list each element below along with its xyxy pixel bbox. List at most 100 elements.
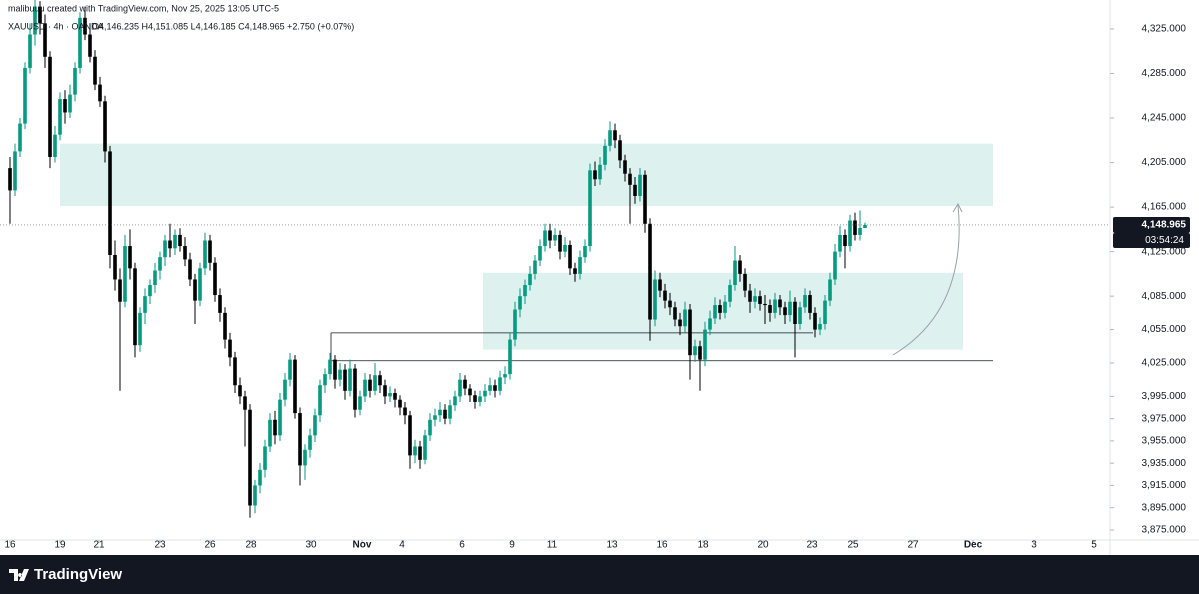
- x-tick-label: Dec: [964, 540, 983, 551]
- x-tick-label: 9: [509, 540, 515, 551]
- x-tick-label: 4: [399, 540, 405, 551]
- candle-body: [423, 435, 427, 460]
- candle-body: [533, 260, 537, 274]
- candle-body: [808, 295, 812, 313]
- candle-body: [488, 385, 492, 391]
- candle-body: [98, 84, 102, 102]
- candle-body: [213, 262, 217, 296]
- candle-body: [248, 409, 252, 506]
- candle-body: [768, 305, 772, 313]
- candle-body: [193, 279, 197, 301]
- candle-body: [593, 170, 597, 180]
- candle-body: [443, 409, 447, 419]
- candle-body: [228, 339, 232, 358]
- candle-body: [853, 220, 857, 235]
- candle-body: [698, 346, 702, 360]
- candle-body: [198, 268, 202, 301]
- candle-body: [628, 173, 632, 185]
- candle-body: [143, 296, 147, 313]
- attribution: malibuuu created with TradingView.com, N…: [8, 3, 279, 13]
- x-tick-label: 6: [459, 540, 465, 551]
- candle-body: [323, 374, 327, 386]
- y-tick-label: 3,995.000: [1142, 391, 1187, 402]
- candle-body: [428, 419, 432, 436]
- candle-body: [638, 174, 642, 196]
- candle-body: [778, 299, 782, 308]
- candle-body: [493, 385, 497, 391]
- last-price-label: 4,148.965: [1142, 220, 1187, 231]
- x-tick-label: Nov: [353, 540, 372, 551]
- candle-body: [123, 246, 127, 302]
- candle-body: [393, 393, 397, 400]
- candle-body: [18, 123, 22, 152]
- candle-body: [733, 260, 737, 286]
- candle-body: [173, 234, 177, 249]
- candle-body: [368, 379, 372, 391]
- y-tick-label: 4,025.000: [1142, 358, 1187, 369]
- x-tick-label: 19: [54, 540, 66, 551]
- candle-body: [858, 227, 862, 235]
- candle-body: [53, 134, 57, 157]
- x-tick-label: 5: [1091, 540, 1097, 551]
- y-tick-label: 3,915.000: [1142, 480, 1187, 491]
- x-tick-label: 20: [757, 540, 769, 551]
- candle-body: [83, 17, 87, 35]
- candle-body: [843, 234, 847, 247]
- brand-name: TradingView: [34, 566, 122, 583]
- candle-body: [703, 329, 707, 360]
- projection-arrowhead: [952, 202, 963, 213]
- candle-body: [13, 151, 17, 191]
- y-tick-label: 4,125.000: [1142, 246, 1187, 257]
- candle-body: [603, 145, 607, 165]
- candle-body: [68, 94, 72, 113]
- candle-body: [653, 279, 657, 320]
- candle-body: [208, 240, 212, 263]
- candle-body: [763, 303, 767, 306]
- y-tick-label: 3,955.000: [1142, 436, 1187, 447]
- candle-body: [308, 435, 312, 450]
- candle-body: [188, 259, 192, 280]
- x-tick-label: 18: [697, 540, 709, 551]
- candle-body: [838, 234, 842, 252]
- candle-body: [668, 300, 672, 308]
- x-tick-label: 23: [806, 540, 818, 551]
- candle-body: [723, 301, 727, 313]
- candle-body: [383, 385, 387, 397]
- candle-body: [278, 399, 282, 436]
- candle-body: [268, 419, 272, 447]
- candle-body: [558, 234, 562, 252]
- candle-body: [863, 224, 867, 228]
- candle-body: [643, 174, 647, 224]
- candle-body: [588, 170, 592, 247]
- candle-body: [243, 396, 247, 410]
- candle-body: [738, 260, 742, 274]
- candle-body: [388, 393, 392, 397]
- candle-body: [728, 285, 732, 302]
- candle-body: [483, 390, 487, 397]
- candle-body: [673, 307, 677, 320]
- candle-body: [398, 399, 402, 408]
- candle-body: [503, 374, 507, 378]
- candle-body: [688, 309, 692, 356]
- candle-body: [518, 296, 522, 310]
- candle-body: [788, 301, 792, 316]
- candle-body: [48, 56, 52, 157]
- footer-bar: [0, 555, 1199, 594]
- candle-body: [58, 99, 62, 135]
- candle-body: [748, 290, 752, 302]
- candle-body: [663, 290, 667, 301]
- candle-body: [328, 359, 332, 375]
- ohlc-readout: O4,146.235 H4,151.085 L4,146.185 C4,148.…: [92, 21, 354, 31]
- candle-body: [168, 240, 172, 249]
- candle-body: [568, 244, 572, 269]
- candle-body: [833, 251, 837, 280]
- candle-body: [613, 130, 617, 141]
- candle-body: [38, 6, 42, 24]
- y-tick-label: 4,245.000: [1142, 113, 1187, 124]
- last-price-badge: [1113, 216, 1190, 233]
- candle-body: [553, 234, 557, 241]
- candle-body: [693, 346, 697, 356]
- candle-body: [773, 299, 777, 313]
- y-tick-label: 3,935.000: [1142, 458, 1187, 469]
- candle-body: [633, 184, 637, 196]
